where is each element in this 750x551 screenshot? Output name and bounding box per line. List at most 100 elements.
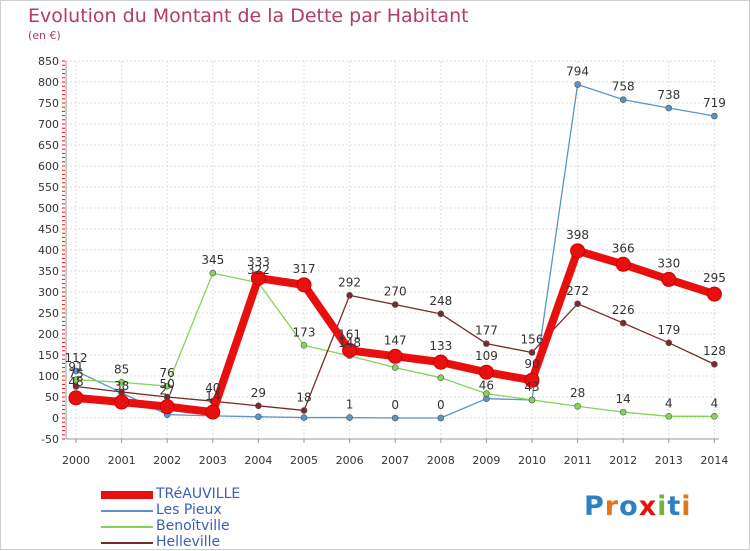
data-label: 90 (524, 357, 539, 371)
x-tick-label: 2009 (472, 454, 500, 467)
data-label: 270 (384, 285, 407, 299)
data-label: 91 (68, 360, 83, 374)
data-label: 758 (612, 80, 635, 94)
y-tick-label: 850 (38, 55, 59, 68)
y-tick-label: 600 (38, 160, 59, 173)
data-label: 0 (391, 398, 399, 412)
data-label: 317 (293, 262, 316, 276)
data-label: 40 (205, 381, 220, 395)
data-point (615, 256, 631, 272)
data-point (437, 414, 445, 422)
data-label: 27 (160, 384, 175, 398)
y-tick-label: 400 (38, 244, 59, 257)
y-tick-label: 150 (38, 349, 59, 362)
x-tick-label: 2013 (655, 454, 683, 467)
data-point (255, 402, 262, 410)
data-point (296, 277, 312, 293)
legend-label: TRéAUVILLE (156, 486, 241, 502)
y-tick-label: 350 (38, 265, 59, 278)
data-label: 28 (570, 386, 585, 400)
data-label: 29 (251, 386, 266, 400)
data-label: 0 (437, 398, 445, 412)
data-point (391, 301, 399, 308)
data-point (619, 319, 627, 327)
data-point (478, 364, 494, 380)
data-label: 177 (475, 324, 498, 338)
data-point (163, 382, 171, 390)
data-point (72, 376, 80, 384)
data-label: 794 (566, 65, 589, 79)
data-point (570, 243, 586, 259)
data-point (118, 378, 125, 386)
legend-swatch (101, 510, 153, 512)
logo-letter: o (619, 491, 639, 522)
x-tick-label: 2000 (62, 454, 90, 467)
y-tick-label: 100 (38, 370, 59, 383)
data-point (528, 396, 536, 404)
data-point (391, 414, 399, 422)
data-point (300, 407, 308, 414)
data-point (665, 104, 673, 112)
x-tick-label: 2002 (153, 454, 181, 467)
data-label: 50 (160, 377, 175, 391)
data-label: 4 (665, 396, 673, 410)
data-point (300, 414, 308, 421)
data-point (661, 271, 677, 287)
legend-label: Benoîtville (156, 518, 230, 534)
data-label: 148 (338, 336, 361, 350)
data-label: 330 (657, 256, 680, 270)
legend-swatch (101, 542, 153, 544)
x-tick-label: 2014 (700, 454, 728, 467)
y-tick-label: 300 (38, 286, 59, 299)
logo-letter: r (604, 491, 620, 522)
data-point (665, 413, 673, 420)
data-point (114, 394, 130, 410)
data-label: 345 (201, 253, 224, 267)
data-label: 18 (296, 390, 311, 404)
data-label: 295 (703, 271, 726, 285)
data-point (209, 269, 217, 277)
data-label: 248 (429, 294, 452, 308)
y-tick-label: 200 (38, 328, 59, 341)
data-point (159, 399, 175, 415)
data-label: 14 (616, 392, 631, 406)
data-label: 85 (114, 362, 129, 376)
logo-letter: x (638, 491, 658, 522)
data-point (346, 414, 353, 421)
data-point (619, 408, 627, 416)
data-point (255, 413, 262, 421)
unit-label: (en €) (28, 29, 61, 42)
data-point (300, 342, 308, 349)
data-label: 333 (247, 255, 270, 269)
legend-label: Helleville (156, 534, 221, 550)
data-label: 48 (68, 375, 83, 389)
y-tick-label: 500 (38, 202, 59, 215)
data-label: 322 (247, 263, 270, 277)
data-label: 719 (703, 96, 726, 110)
data-label: 128 (703, 344, 726, 358)
data-label: 147 (384, 333, 407, 347)
x-tick-label: 2007 (381, 454, 409, 467)
y-tick-label: 450 (38, 223, 59, 236)
data-label: 133 (429, 339, 452, 353)
data-label: 179 (657, 323, 680, 337)
data-label: 366 (612, 241, 635, 255)
data-label: 38 (114, 379, 129, 393)
data-point (342, 342, 358, 358)
y-tick-label: 50 (45, 391, 59, 404)
data-label: 272 (566, 284, 589, 298)
data-label: 292 (338, 275, 361, 289)
y-tick-label: 250 (38, 307, 59, 320)
legend-swatch (101, 526, 153, 528)
data-point (250, 270, 266, 286)
data-point (391, 364, 399, 371)
data-point (574, 402, 581, 410)
data-label: 75 (68, 367, 83, 381)
logo-letter: i (681, 491, 692, 522)
data-point (387, 348, 403, 364)
page-title: Evolution du Montant de la Dette par Hab… (28, 5, 469, 27)
data-point (574, 300, 581, 308)
y-tick-label: 800 (38, 76, 59, 89)
